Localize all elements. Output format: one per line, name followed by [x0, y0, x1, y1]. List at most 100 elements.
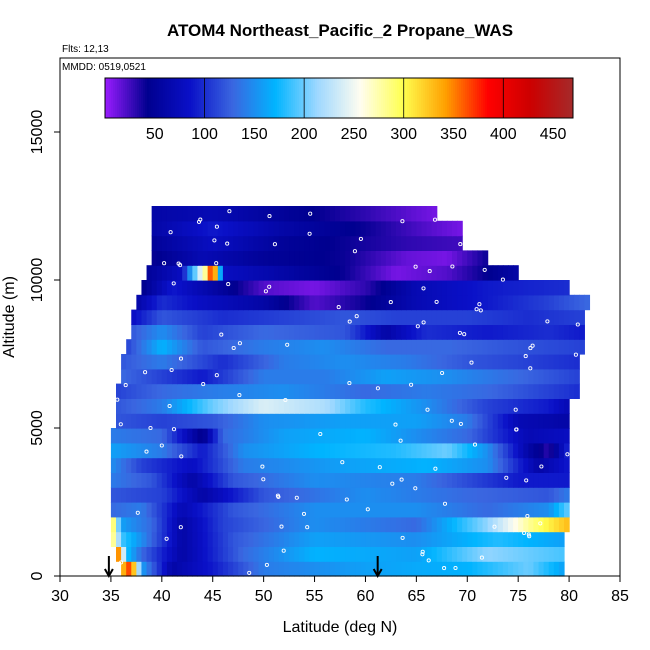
colorbar-cell — [237, 78, 240, 118]
heatmap-cell — [299, 354, 305, 370]
heatmap-cell — [141, 502, 148, 518]
heatmap-cell — [467, 324, 473, 340]
heatmap-cell — [426, 309, 433, 325]
heatmap-cell — [375, 354, 382, 370]
heatmap-cell — [416, 280, 423, 296]
heatmap-cell — [146, 265, 153, 281]
colorbar-cell — [205, 78, 208, 118]
heatmap-cell — [192, 324, 199, 340]
heatmap-cell — [365, 442, 372, 459]
heatmap-cell — [553, 487, 560, 503]
heatmap-cell — [406, 442, 412, 459]
colorbar-cell — [129, 78, 132, 118]
heatmap-cell — [116, 442, 122, 459]
heatmap-cell — [472, 546, 479, 562]
heatmap-cell — [548, 339, 555, 355]
heatmap-cell — [197, 502, 204, 518]
heatmap-cell — [508, 354, 514, 370]
heatmap-cell — [441, 324, 448, 340]
heatmap-cell — [166, 516, 173, 533]
heatmap-cell — [329, 546, 336, 562]
heatmap-cell — [508, 457, 514, 473]
heatmap-cell — [121, 398, 127, 414]
heatmap-cell — [238, 309, 244, 325]
heatmap-cell — [207, 235, 214, 251]
heatmap-cell — [151, 220, 158, 237]
heatmap-cell — [467, 413, 473, 429]
heatmap-cell — [329, 368, 336, 385]
heatmap-cell — [222, 220, 229, 237]
heatmap-cell — [228, 339, 234, 355]
heatmap-cell — [177, 280, 183, 296]
heatmap-cell — [406, 472, 412, 488]
heatmap-cell — [375, 250, 382, 266]
heatmap-cell — [467, 294, 473, 311]
heatmap-cell — [156, 265, 163, 281]
sample-point — [421, 286, 426, 291]
heatmap-cell — [426, 206, 433, 222]
heatmap-cell — [304, 324, 311, 340]
heatmap-cell — [355, 472, 361, 488]
heatmap-cell — [248, 457, 255, 473]
heatmap-cell — [518, 324, 524, 340]
heatmap-cell — [350, 339, 356, 355]
x-tick-label: 80 — [560, 588, 578, 605]
heatmap-cell — [340, 368, 346, 385]
heatmap-cell — [543, 561, 550, 577]
heatmap-cell — [467, 561, 473, 577]
sample-point — [449, 418, 454, 423]
heatmap-cell — [182, 472, 188, 488]
sample-point — [178, 263, 183, 268]
heatmap-cell — [217, 383, 224, 399]
heatmap-cell — [543, 457, 550, 473]
heatmap-cell — [334, 457, 341, 473]
heatmap-cell — [426, 531, 433, 547]
heatmap-cell — [329, 265, 336, 281]
heatmap-cell — [263, 561, 270, 577]
heatmap-cell — [462, 531, 468, 547]
heatmap-cell — [553, 368, 560, 385]
heatmap-cell — [375, 368, 382, 385]
colorbar-cell — [261, 78, 264, 118]
heatmap-cell — [299, 235, 305, 251]
heatmap-cell — [228, 561, 234, 577]
heatmap-cell — [564, 502, 570, 518]
heatmap-cell — [350, 531, 356, 547]
heatmap-cell — [487, 442, 494, 459]
sample-point — [573, 352, 578, 357]
heatmap-cell — [513, 546, 519, 562]
heatmap-cell — [446, 516, 453, 533]
sample-point — [347, 381, 352, 386]
heatmap-cell — [304, 561, 311, 577]
heatmap-cell — [121, 383, 127, 399]
sample-point — [159, 443, 164, 448]
heatmap-cell — [202, 413, 209, 429]
heatmap-cell — [202, 309, 209, 325]
heatmap-cell — [380, 280, 387, 296]
heatmap-cell — [345, 206, 351, 222]
heatmap-cell — [340, 324, 346, 340]
heatmap-cell — [258, 220, 265, 237]
heatmap-cell — [166, 442, 173, 459]
heatmap-cell — [273, 265, 280, 281]
heatmap-cell — [436, 457, 443, 473]
heatmap-cell — [441, 472, 448, 488]
heatmap-cell — [273, 339, 280, 355]
heatmap-cell — [390, 472, 397, 488]
sample-point — [492, 524, 497, 529]
heatmap-cell — [523, 413, 529, 429]
heatmap-cell — [553, 428, 560, 444]
heatmap-cell — [284, 398, 290, 414]
heatmap-cell — [543, 368, 550, 385]
heatmap-cell — [172, 413, 178, 429]
heatmap-cell — [304, 487, 311, 503]
heatmap-cell — [457, 531, 463, 547]
heatmap-cell — [360, 235, 367, 251]
colorbar-tick-label: 100 — [191, 126, 218, 143]
colorbar-cell — [341, 78, 344, 118]
heatmap-cell — [370, 457, 377, 473]
heatmap-cell — [233, 472, 239, 488]
heatmap-cell — [182, 309, 188, 325]
sample-point — [168, 230, 173, 235]
heatmap-cell — [258, 502, 265, 518]
